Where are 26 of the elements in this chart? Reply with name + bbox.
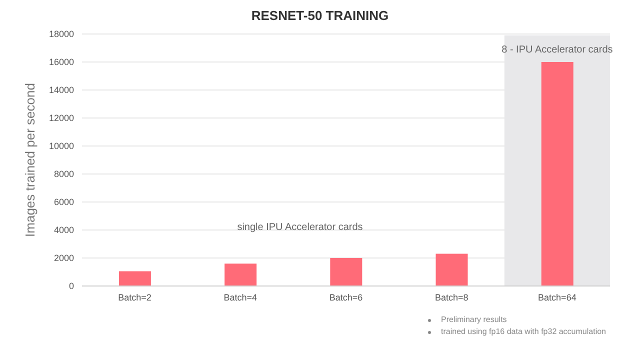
x-tick-label: Batch=6	[329, 292, 363, 302]
x-tick-label: Batch=2	[118, 292, 152, 302]
x-tick-label: Batch=4	[224, 292, 258, 302]
x-tick-label: Batch=64	[538, 292, 576, 302]
band-label: 8 - IPU Accelerator cards	[502, 44, 613, 56]
y-tick-label: 6000	[54, 197, 74, 208]
bar	[541, 62, 574, 286]
bar	[224, 264, 257, 286]
y-tick-label: 16000	[48, 57, 74, 68]
text: trained using fp16 data with fp32 accumulation	[441, 326, 606, 338]
y-tick-label: 0	[68, 281, 74, 292]
y-tick-label: 8000	[54, 169, 74, 180]
y-axis-title: Images trained per second	[22, 83, 38, 237]
chart-title: RESNET-50 TRAINING	[250, 8, 390, 23]
annotation: single IPU Accelerator cards	[237, 222, 363, 233]
y-tick-label: 18000	[48, 29, 74, 40]
text: Preliminary results	[441, 314, 507, 326]
bar	[330, 258, 362, 286]
bar	[436, 254, 468, 286]
y-tick-label: 14000	[48, 85, 74, 96]
y-tick-label: 4000	[54, 225, 74, 236]
y-tick-label: 2000	[54, 253, 74, 264]
bar	[118, 271, 151, 286]
x-tick-label: Batch=8	[434, 292, 468, 302]
y-tick-label: 12000	[48, 113, 74, 124]
y-tick-label: 10000	[48, 141, 74, 152]
